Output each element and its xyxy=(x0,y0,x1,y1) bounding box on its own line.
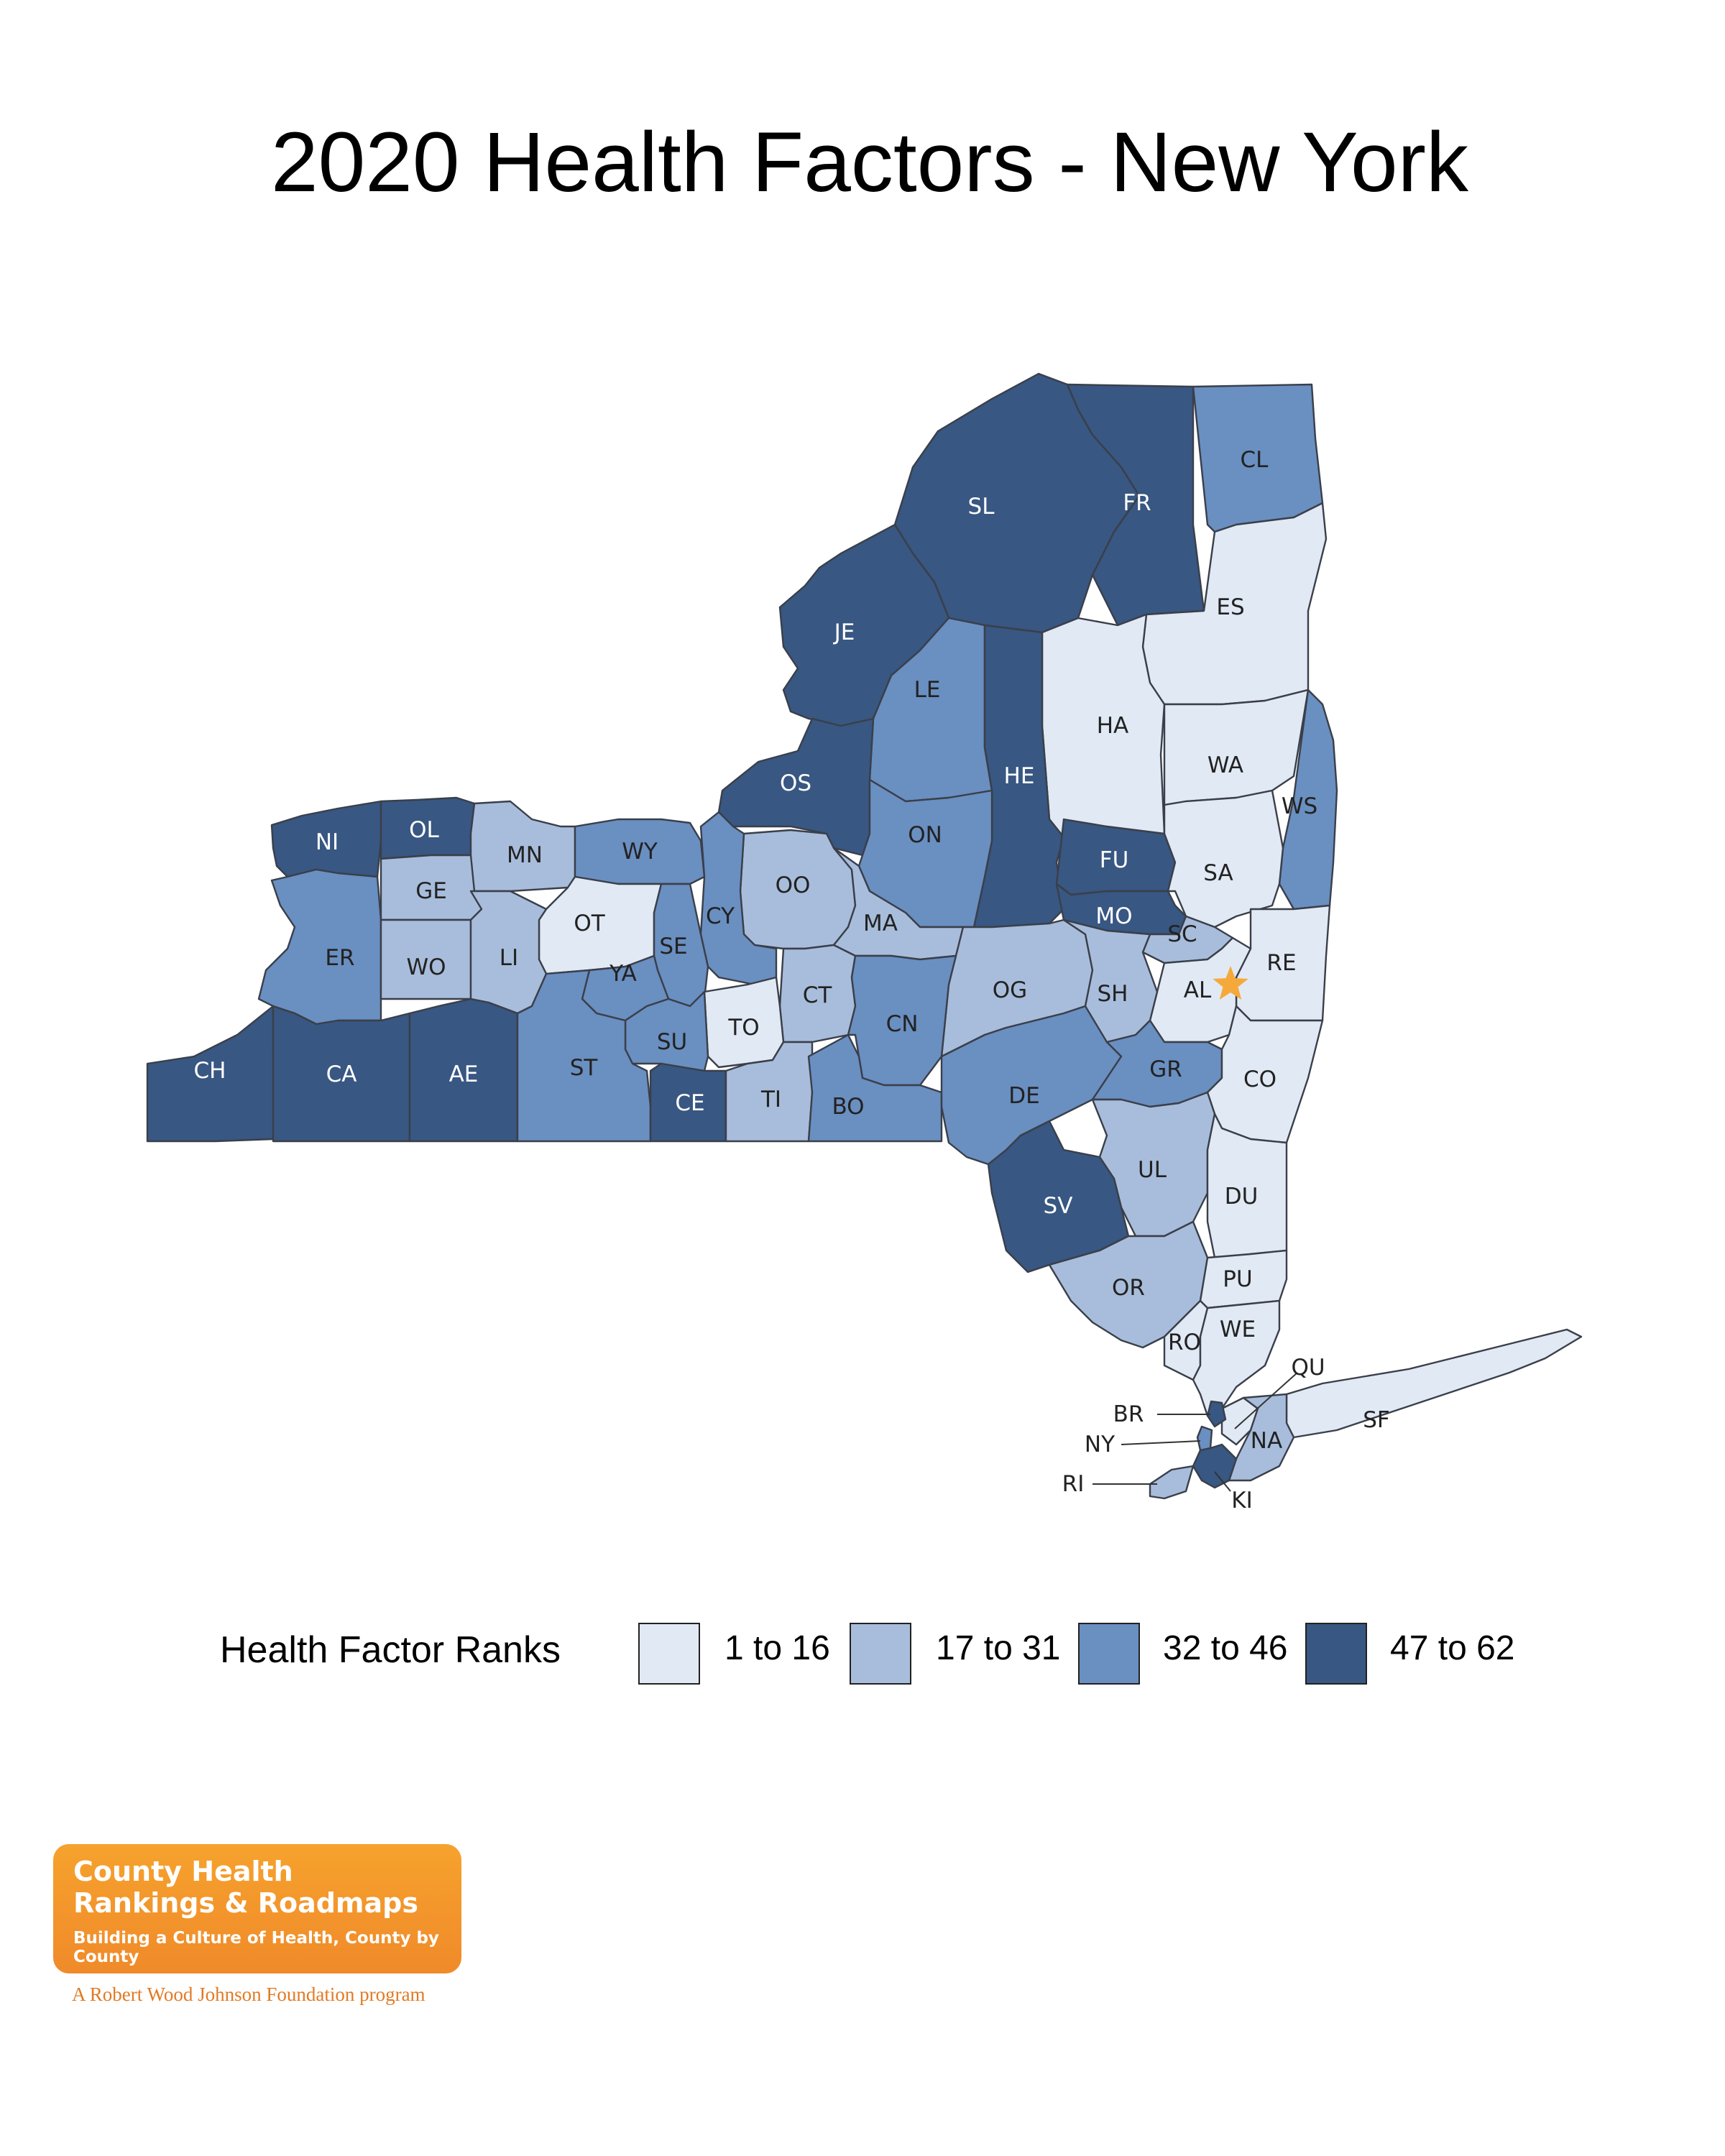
county-label-er: ER xyxy=(325,945,354,971)
county-label-ul: UL xyxy=(1138,1157,1167,1183)
county-label-sc: SC xyxy=(1167,921,1197,947)
county-label-wa: WA xyxy=(1208,752,1243,778)
county-label-sa: SA xyxy=(1203,860,1233,886)
county-label-ma: MA xyxy=(863,911,898,936)
county-label-li: LI xyxy=(500,945,518,971)
county-label-qu: QU xyxy=(1291,1355,1325,1381)
county-label-ca: CA xyxy=(326,1061,357,1087)
county-label-fu: FU xyxy=(1100,847,1129,873)
county-label-ti: TI xyxy=(760,1087,781,1112)
new-york-county-map: SL FR CL JE LE ES HA HE WA WS OS ON FU SA MO SC RE AL NI OL… xyxy=(146,372,1583,1514)
county-label-su: SU xyxy=(657,1029,687,1055)
county-label-ae: AE xyxy=(449,1061,479,1087)
map-title: 2020 Health Factors - New York xyxy=(271,115,1468,210)
county-ny[interactable] xyxy=(1196,1425,1213,1452)
county-label-ge: GE xyxy=(415,878,447,904)
county-label-cn: CN xyxy=(886,1011,919,1037)
county-ri[interactable] xyxy=(1149,1465,1195,1500)
county-sf[interactable] xyxy=(1285,1328,1583,1439)
county-wa[interactable] xyxy=(1163,688,1310,806)
county-label-ce: CE xyxy=(675,1090,704,1116)
leader-line-ki xyxy=(1214,1471,1231,1492)
legend-label-3: 32 to 46 xyxy=(1163,1629,1288,1667)
county-label-wo: WO xyxy=(406,954,446,980)
county-sv[interactable] xyxy=(987,1120,1130,1273)
county-label-ya: YA xyxy=(609,961,637,987)
county-label-se: SE xyxy=(659,934,687,959)
county-label-he: HE xyxy=(1004,763,1035,789)
legend-swatch-3 xyxy=(1078,1623,1140,1685)
county-label-je: JE xyxy=(833,619,855,645)
county-label-ro: RO xyxy=(1168,1330,1201,1355)
county-label-re: RE xyxy=(1266,950,1296,976)
county-label-es: ES xyxy=(1216,594,1244,620)
county-label-mo: MO xyxy=(1095,903,1132,929)
county-label-bo: BO xyxy=(832,1094,864,1120)
legend-label-1: 1 to 16 xyxy=(724,1629,830,1667)
county-label-sv: SV xyxy=(1044,1193,1073,1219)
capital-star-icon xyxy=(1213,966,1248,1000)
legend-label-2: 17 to 31 xyxy=(936,1629,1061,1667)
leader-line-qu xyxy=(1234,1372,1298,1429)
legend-title: Health Factor Ranks xyxy=(220,1629,561,1671)
county-fr[interactable] xyxy=(1066,383,1205,627)
county-label-fr: FR xyxy=(1123,490,1151,516)
county-label-ni: NI xyxy=(316,829,339,855)
logo-tagline: Building a Culture of Health, County by … xyxy=(73,1929,439,1966)
county-label-ki: KI xyxy=(1231,1488,1252,1514)
legend-label-4: 47 to 62 xyxy=(1390,1629,1515,1667)
logo-line-1: County Health xyxy=(73,1856,293,1887)
county-label-ot: OT xyxy=(574,911,605,936)
county-na[interactable] xyxy=(1228,1393,1295,1482)
leader-line-ny xyxy=(1121,1440,1201,1445)
county-label-sf: SF xyxy=(1363,1407,1390,1433)
county-label-ol: OL xyxy=(409,817,439,843)
county-er[interactable] xyxy=(257,868,382,1026)
logo-line-2: Rankings & Roadmaps xyxy=(73,1887,418,1919)
county-label-oo: OO xyxy=(776,872,811,898)
county-label-pu: PU xyxy=(1223,1266,1252,1292)
county-label-cl: CL xyxy=(1241,447,1269,473)
county-label-st: ST xyxy=(570,1055,599,1081)
county-label-we: WE xyxy=(1220,1317,1256,1342)
county-du[interactable] xyxy=(1206,1112,1288,1259)
county-label-ct: CT xyxy=(803,982,833,1008)
county-label-sl: SL xyxy=(968,494,995,520)
county-label-ny: NY xyxy=(1085,1432,1115,1457)
county-ki[interactable] xyxy=(1192,1443,1238,1489)
legend-swatch-1 xyxy=(638,1623,700,1685)
county-label-co: CO xyxy=(1243,1067,1276,1092)
county-label-to: TO xyxy=(727,1015,759,1041)
county-label-os: OS xyxy=(780,770,811,796)
legend-swatch-2 xyxy=(850,1623,911,1685)
county-label-ch: CH xyxy=(194,1058,226,1084)
county-health-rankings-logo[interactable]: County Health Rankings & Roadmaps Buildi… xyxy=(53,1844,461,1973)
county-label-ws: WS xyxy=(1282,793,1317,819)
county-label-mn: MN xyxy=(507,842,543,868)
legend: Health Factor Ranks 1 to 16 17 to 31 32 … xyxy=(0,1603,1725,1689)
county-label-al: AL xyxy=(1184,977,1212,1003)
county-sa[interactable] xyxy=(1163,789,1284,929)
county-label-ha: HA xyxy=(1097,713,1129,739)
county-label-cy: CY xyxy=(706,903,735,929)
county-label-or: OR xyxy=(1112,1275,1145,1301)
county-label-sh: SH xyxy=(1098,981,1128,1007)
county-br[interactable] xyxy=(1206,1400,1227,1428)
county-label-br: BR xyxy=(1113,1401,1144,1427)
county-label-le: LE xyxy=(914,677,941,703)
county-label-wy: WY xyxy=(622,839,658,865)
legend-swatch-4 xyxy=(1305,1623,1367,1685)
county-label-og: OG xyxy=(993,977,1027,1003)
county-bo[interactable] xyxy=(807,1033,943,1143)
county-label-du: DU xyxy=(1225,1184,1259,1210)
county-label-on: ON xyxy=(908,822,942,848)
county-label-na: NA xyxy=(1251,1428,1282,1454)
county-label-gr: GR xyxy=(1149,1056,1182,1082)
logo-sponsor: A Robert Wood Johnson Foundation program xyxy=(72,1984,426,2005)
county-st[interactable] xyxy=(516,969,652,1143)
county-label-ri: RI xyxy=(1062,1471,1085,1497)
county-label-de: DE xyxy=(1008,1083,1039,1109)
